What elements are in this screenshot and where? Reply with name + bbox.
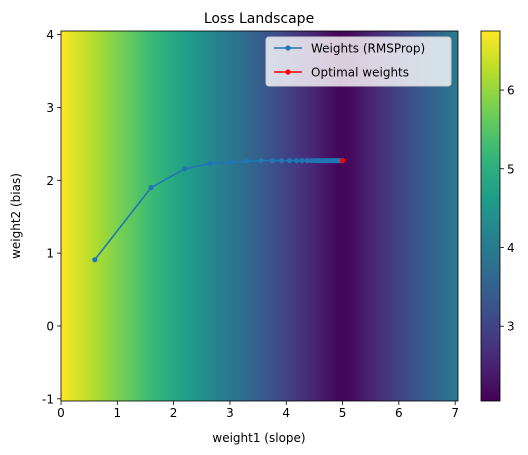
legend-marker-rmsprop [285,45,291,51]
series-0-point [148,185,154,191]
colorbar-tick-label: 6 [507,84,515,98]
colorbar-axis: 3 4 5 6 [500,84,515,334]
colorbar [481,31,500,401]
y-tick-label: -1 [42,392,54,406]
x-tick-label: 2 [170,406,178,420]
series-0-point [92,257,98,263]
colorbar-tick-label: 4 [507,241,515,255]
x-tick-label: 1 [113,406,121,420]
series-0-point [309,158,315,164]
y-axis: -1 0 1 2 3 4 [42,28,61,406]
legend-marker-optimal [285,69,291,75]
series-0-point [182,166,188,172]
y-tick-label: 2 [46,174,54,188]
series-0-point [269,158,275,164]
x-axis: 0 1 2 3 4 5 6 7 [57,401,459,420]
colorbar-tick-label: 5 [507,162,515,176]
legend-box [265,36,452,87]
series-0-point [299,158,305,164]
heatmap-surface [61,31,458,401]
x-tick-label: 5 [339,406,347,420]
x-tick-label: 0 [57,406,65,420]
x-tick-label: 4 [282,406,290,420]
y-tick-label: 4 [46,28,54,42]
legend-label-optimal: Optimal weights [311,66,409,80]
series-0-point [279,158,285,164]
y-tick-label: 3 [46,101,54,115]
series-1-point [340,158,346,164]
x-tick-label: 3 [226,406,234,420]
y-tick-label: 0 [46,319,54,333]
series-0-point [227,159,233,165]
chart-title: Loss Landscape [204,11,314,27]
legend-label-rmsprop: Weights (RMSProp) [311,42,425,56]
x-tick-label: 7 [451,406,459,420]
x-axis-label: weight1 (slope) [212,431,305,445]
colorbar-frame [480,30,501,402]
series-0-point [287,158,293,164]
series-0-point [304,158,310,164]
plot-frame [60,30,459,402]
x-tick-label: 6 [395,406,403,420]
series-0-point [293,158,299,164]
series-0-point [244,158,250,164]
series-0-point [258,158,264,164]
legend: Weights (RMSProp) Optimal weights [265,36,452,87]
series-layer [92,158,346,263]
colorbar-tick-label: 3 [507,320,515,334]
y-tick-label: 1 [46,247,54,261]
y-axis-label: weight2 (bias) [9,173,23,259]
series-0-point [207,161,213,167]
